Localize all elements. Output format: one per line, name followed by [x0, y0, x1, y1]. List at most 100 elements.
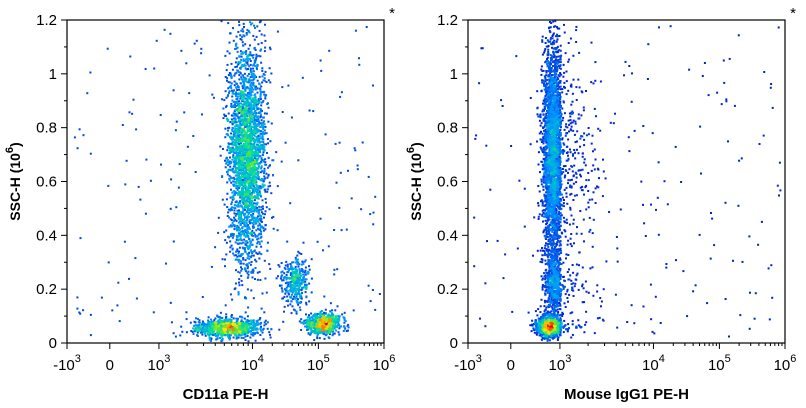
- event-dot: [263, 167, 266, 170]
- event-dot: [196, 335, 199, 337]
- event-dot: [261, 69, 264, 72]
- event-dot: [257, 228, 260, 231]
- event-dot: [253, 249, 256, 252]
- event-dot: [237, 30, 240, 33]
- event-dot: [250, 320, 253, 323]
- event-dot: [253, 226, 256, 229]
- event-dot: [260, 158, 263, 161]
- event-dot: [240, 52, 243, 55]
- event-dot: [259, 145, 262, 148]
- event-dot: [248, 228, 251, 231]
- event-dot: [267, 166, 269, 169]
- event-dot: [305, 285, 308, 287]
- event-dot: [229, 156, 231, 159]
- event-dot: [242, 74, 244, 77]
- event-dot: [244, 87, 247, 90]
- event-dot: [227, 324, 230, 327]
- event-dot: [286, 240, 289, 243]
- event-dot: [250, 215, 253, 218]
- event-dot: [234, 66, 237, 68]
- event-dot: [240, 205, 243, 208]
- event-dot: [293, 277, 296, 280]
- event-dot: [233, 152, 236, 155]
- event-dot: [235, 82, 238, 85]
- event-dot: [254, 75, 257, 78]
- event-dot: [196, 325, 199, 328]
- event-dot: [253, 231, 256, 234]
- event-dot: [253, 177, 256, 180]
- event-dot: [243, 161, 246, 164]
- event-dot: [248, 118, 251, 121]
- event-dot: [294, 265, 297, 268]
- event-dot: [243, 108, 246, 111]
- event-dot: [224, 127, 227, 130]
- event-dot: [259, 126, 262, 128]
- event-dot: [132, 98, 135, 101]
- event-dot: [238, 179, 241, 182]
- event-dot: [259, 279, 262, 281]
- event-dot: [255, 107, 258, 110]
- event-dot: [249, 51, 252, 54]
- event-dot: [254, 58, 257, 61]
- event-dot: [238, 209, 240, 212]
- event-dot: [243, 247, 246, 250]
- event-dot: [256, 87, 259, 90]
- event-dot: [245, 240, 248, 242]
- event-dot: [234, 48, 237, 50]
- event-dot: [252, 223, 255, 226]
- event-dot: [250, 250, 253, 253]
- event-dot: [258, 190, 261, 193]
- event-dot: [214, 317, 217, 320]
- event-dot: [297, 159, 300, 162]
- event-dot: [249, 96, 252, 99]
- event-dot: [299, 285, 301, 288]
- event-dot: [299, 273, 302, 276]
- event-dot: [241, 85, 244, 88]
- event-dot: [262, 180, 265, 183]
- event-dot: [249, 92, 252, 95]
- event-dot: [247, 97, 250, 100]
- event-dot: [282, 279, 285, 282]
- event-dot: [208, 338, 211, 341]
- event-dot: [240, 140, 243, 143]
- event-dot: [225, 96, 228, 99]
- event-dot: [244, 154, 247, 156]
- event-dot: [190, 330, 193, 332]
- event-dot: [253, 101, 256, 104]
- event-dot: [341, 313, 344, 316]
- event-dot: [295, 284, 298, 287]
- event-dot: [232, 330, 235, 333]
- event-dot: [303, 260, 306, 263]
- event-dot: [236, 188, 239, 191]
- event-dot: [236, 236, 239, 239]
- event-dot: [243, 122, 246, 125]
- event-dot: [240, 131, 243, 134]
- event-dot: [172, 332, 175, 335]
- event-dot: [256, 68, 258, 71]
- event-dot: [237, 159, 240, 162]
- event-dot: [248, 102, 251, 104]
- event-dot: [266, 152, 268, 154]
- event-dot: [321, 321, 324, 323]
- event-dot: [244, 181, 247, 184]
- event-dot: [233, 161, 236, 164]
- event-dot: [244, 184, 247, 187]
- event-dot: [246, 59, 249, 62]
- event-dot: [240, 169, 243, 172]
- event-dot: [241, 41, 244, 44]
- event-dot: [235, 35, 238, 38]
- event-dot: [243, 26, 245, 28]
- event-dot: [235, 114, 238, 117]
- event-dot: [367, 175, 370, 178]
- event-dot: [248, 127, 251, 130]
- event-dot: [230, 319, 233, 321]
- event-dot: [253, 199, 256, 202]
- event-dot: [332, 327, 334, 329]
- event-dot: [300, 297, 303, 300]
- event-dot: [258, 243, 261, 245]
- event-dot: [241, 179, 244, 181]
- event-dot: [324, 312, 327, 315]
- event-dot: [283, 305, 286, 308]
- event-dot: [323, 326, 326, 328]
- event-dot: [246, 99, 249, 101]
